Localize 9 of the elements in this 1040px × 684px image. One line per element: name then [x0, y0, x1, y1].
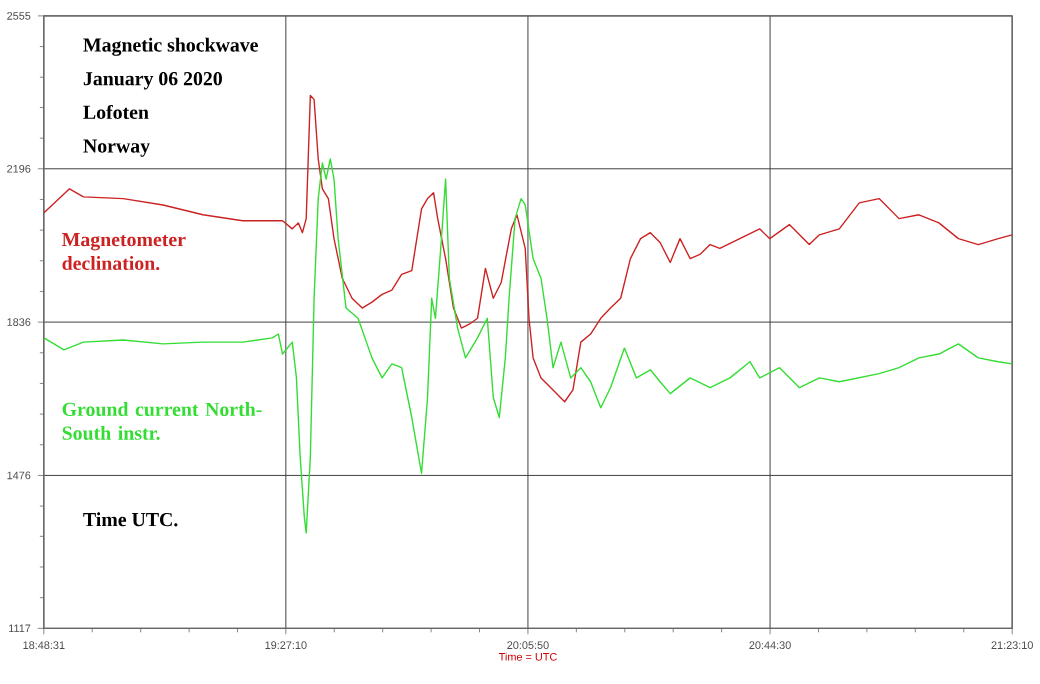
line-series — [43, 94, 1013, 403]
annotation: Lofoten — [83, 104, 149, 120]
annotation: Norway — [83, 139, 150, 157]
annotation: Time UTC. — [83, 512, 178, 527]
line-series — [43, 158, 1013, 534]
series-label: Ground current North-South instr. — [62, 402, 262, 440]
text: Magnetic shockwave — [83, 37, 258, 56]
series-label: Magnetometer declination. — [62, 233, 186, 271]
text: January 06 2020 — [83, 71, 222, 90]
